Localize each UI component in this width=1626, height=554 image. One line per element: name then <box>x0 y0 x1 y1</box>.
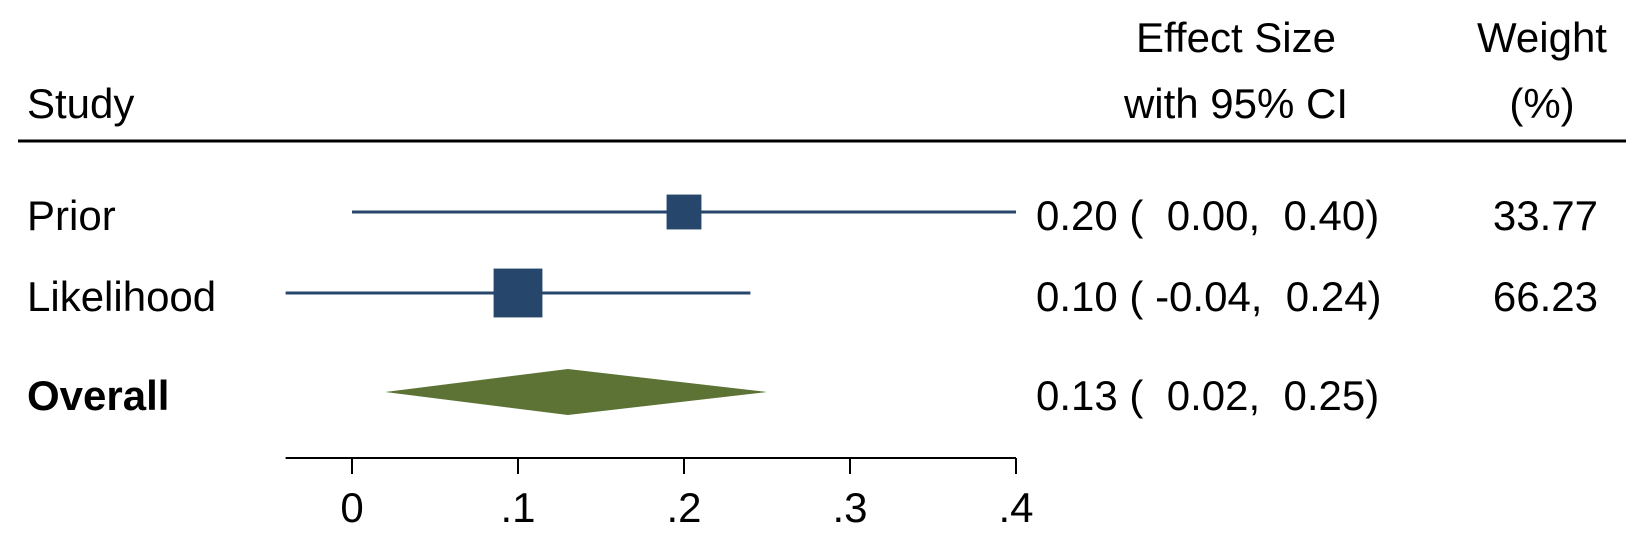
study-label-prior: Prior <box>27 192 116 239</box>
overall-ci-text: 0.13 ( 0.02, 0.25) <box>1036 372 1379 419</box>
overall-row: Overall 0.13 ( 0.02, 0.25) <box>27 369 1379 419</box>
study-row-likelihood: Likelihood 0.10 ( -0.04, 0.24) 66.23 <box>27 268 1598 320</box>
x-tick-label: .4 <box>998 484 1033 531</box>
header-effect-line1: Effect Size <box>1136 14 1336 61</box>
x-axis: 0 .1 .2 .3 .4 <box>285 457 1034 531</box>
es-marker-likelihood <box>493 268 543 318</box>
study-row-prior: Prior 0.20 ( 0.00, 0.40) 33.77 <box>27 192 1598 239</box>
x-tick-label: 0 <box>340 484 363 531</box>
x-tick-label: .3 <box>832 484 867 531</box>
ci-text-likelihood: 0.10 ( -0.04, 0.24) <box>1036 273 1382 320</box>
header-weight-line2: (%) <box>1509 80 1574 127</box>
x-tick-label: .1 <box>500 484 535 531</box>
header-effect-line2: with 95% CI <box>1123 80 1348 127</box>
ci-text-prior: 0.20 ( 0.00, 0.40) <box>1036 192 1379 239</box>
x-tick-label: .2 <box>666 484 701 531</box>
es-marker-prior <box>666 194 702 230</box>
header-weight-line1: Weight <box>1477 14 1607 61</box>
header-study: Study <box>27 80 134 127</box>
overall-label: Overall <box>27 372 169 419</box>
overall-diamond <box>385 369 767 415</box>
weight-text-prior: 33.77 <box>1493 192 1598 239</box>
weight-text-likelihood: 66.23 <box>1493 273 1598 320</box>
study-label-likelihood: Likelihood <box>27 273 216 320</box>
